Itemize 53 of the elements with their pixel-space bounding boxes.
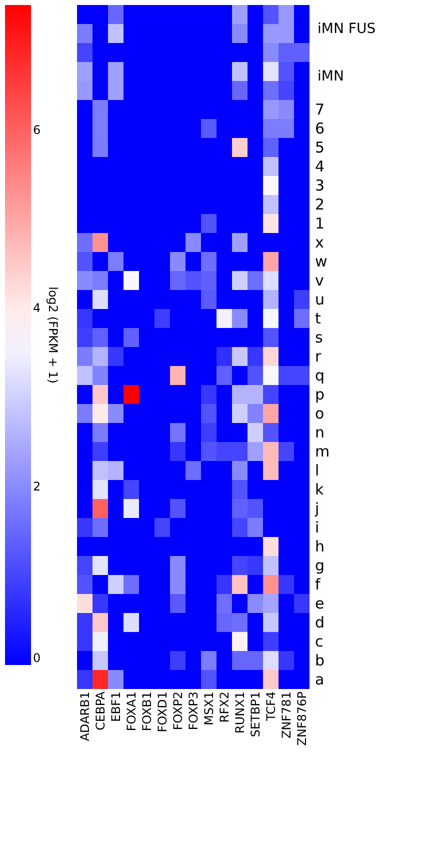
y-tick-label: t — [315, 310, 321, 328]
y-tick-label: x — [315, 234, 324, 252]
x-tick-label: MSX1 — [202, 692, 216, 726]
y-tick-label: m — [315, 442, 330, 460]
y-tick-label: 3 — [315, 176, 325, 194]
x-tick-label: FOXP3 — [186, 692, 200, 730]
x-tick-label: FOXP2 — [170, 692, 185, 730]
y-tick-label: e — [315, 594, 324, 612]
y-tick-label: r — [315, 348, 322, 366]
y-tick-label: 7 — [315, 100, 325, 118]
y-tick-label: n — [315, 424, 325, 442]
y-tick-label: 1 — [315, 214, 325, 232]
y-tick-label: p — [315, 386, 325, 404]
color-bar-label: 2 — [33, 480, 41, 494]
color-bar-label: 4 — [33, 301, 41, 316]
y-tick-label: 6 — [315, 120, 325, 138]
y-tick-label: u — [315, 290, 325, 308]
y-tick-label: 4 — [315, 158, 325, 176]
y-tick-label: o — [315, 404, 324, 422]
y-tick-label: l — [315, 462, 320, 480]
y-tick-label: q — [315, 366, 325, 384]
x-tick-label: EBF1 — [108, 692, 123, 722]
y-tick-label: s — [315, 328, 323, 346]
y-tick-label: j — [314, 500, 320, 518]
y-tick-label: v — [315, 272, 324, 290]
x-tick-label: FOXB1 — [140, 692, 154, 732]
y-tick-label: f — [315, 576, 321, 594]
x-tick-label: TCF4 — [264, 692, 278, 722]
y-tick-label: c — [315, 632, 324, 650]
x-tick-label: RUNX1 — [232, 692, 247, 734]
y-tick-label: 5 — [315, 138, 325, 156]
color-bar-title: log2 (FPKM + 1) — [46, 286, 60, 384]
text: iMN FUS — [318, 20, 376, 37]
y-tick-label: i — [315, 518, 320, 536]
x-tick-label: ZNF876P — [294, 692, 309, 746]
y-tick-label: h — [315, 538, 325, 556]
color-bar-label: 6 — [33, 122, 41, 137]
x-tick-label: RFX2 — [217, 692, 232, 723]
text: iMN — [318, 68, 344, 84]
x-tick-label: ADARB1 — [78, 692, 92, 742]
y-tick-label: b — [315, 652, 325, 670]
x-tick-label: FOXA1 — [124, 692, 138, 732]
x-tick-label: SETBP1 — [248, 692, 262, 738]
y-tick-label: g — [315, 556, 325, 574]
y-tick-label: a — [315, 670, 324, 688]
x-tick-label: CEBPA — [93, 690, 108, 730]
color-bar-label: 0 — [33, 651, 41, 665]
y-tick-label: 2 — [315, 196, 325, 214]
x-tick-label: ZNF781 — [279, 692, 294, 739]
y-tick-label: w — [315, 252, 328, 270]
x-tick-label: FOXD1 — [155, 692, 170, 732]
y-tick-label: k — [315, 480, 324, 498]
y-tick-label: d — [315, 614, 325, 632]
